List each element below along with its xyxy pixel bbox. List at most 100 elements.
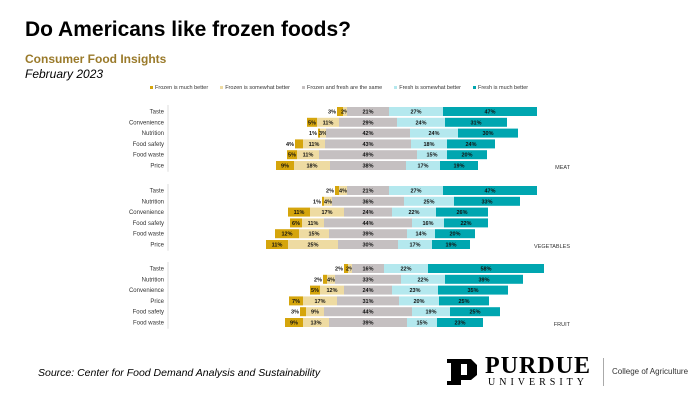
data-label: 18% bbox=[423, 142, 434, 148]
category-label: Price bbox=[150, 164, 164, 170]
bar-segment bbox=[295, 139, 303, 149]
data-label: 39% bbox=[362, 321, 373, 327]
data-label: 25% bbox=[307, 243, 318, 249]
bar-segment bbox=[352, 264, 384, 273]
bar-segment bbox=[412, 218, 444, 228]
category-label: Food waste bbox=[133, 153, 165, 159]
bar-segment bbox=[303, 296, 337, 306]
data-label: 4% bbox=[324, 199, 332, 205]
data-label: 19% bbox=[445, 243, 456, 249]
subtitle: Consumer Food Insights bbox=[25, 52, 167, 66]
bar-segment bbox=[450, 307, 500, 317]
data-label: 39% bbox=[478, 277, 489, 283]
legend-swatch bbox=[394, 86, 398, 89]
bar-segment bbox=[337, 296, 399, 306]
legend-label: Frozen is somewhat better bbox=[225, 85, 290, 91]
category-label: Convenience bbox=[129, 288, 165, 294]
bar-segment bbox=[317, 117, 339, 127]
bar-segment bbox=[320, 285, 344, 295]
category-label: Convenience bbox=[129, 120, 165, 126]
bar-segment bbox=[310, 207, 344, 217]
bar-segment bbox=[318, 128, 320, 138]
college-name: College of Agriculture bbox=[603, 357, 688, 386]
chart: Taste 3% 2% 21% 27% 47% Convenience 5% 11% 29% 24%… bbox=[129, 105, 571, 329]
data-label: 15% bbox=[416, 321, 427, 327]
data-label: 35% bbox=[467, 288, 478, 294]
data-label: 11% bbox=[294, 210, 305, 216]
data-label: 9% bbox=[311, 310, 319, 316]
bar-segment bbox=[347, 186, 389, 195]
purdue-logo: PURDUE UNIVERSITY College of Agriculture bbox=[445, 354, 688, 388]
bar-segment bbox=[303, 139, 325, 149]
bar-segment bbox=[324, 218, 412, 228]
bar-segment bbox=[289, 296, 303, 306]
bar-segment bbox=[447, 150, 487, 160]
category-label: Nutrition bbox=[142, 199, 164, 205]
legend-item: Fresh is somewhat better bbox=[394, 85, 461, 91]
bar-segment bbox=[330, 161, 406, 170]
data-label: 31% bbox=[470, 120, 481, 126]
bar-segment bbox=[443, 186, 537, 195]
bar-segment bbox=[454, 196, 520, 206]
data-label: 17% bbox=[417, 164, 428, 170]
bar-segment bbox=[276, 161, 294, 170]
data-label: 11% bbox=[309, 142, 320, 148]
page-title: Do Americans like frozen foods? bbox=[25, 18, 351, 41]
category-label: Convenience bbox=[129, 210, 165, 216]
bar-segment bbox=[344, 207, 392, 217]
category-label: Food waste bbox=[133, 232, 165, 238]
bar-segment bbox=[310, 285, 320, 295]
bar-segment bbox=[417, 150, 447, 160]
data-label: 24% bbox=[362, 210, 373, 216]
data-label: 1% bbox=[313, 199, 321, 205]
bar-segment bbox=[444, 218, 488, 228]
legend-item: Frozen is somewhat better bbox=[220, 85, 290, 91]
legend-label: Frozen and fresh are the same bbox=[307, 85, 383, 91]
bar-segment bbox=[443, 107, 537, 116]
bar-segment bbox=[288, 207, 310, 217]
bar-segment bbox=[389, 107, 443, 116]
bar-segment bbox=[437, 318, 483, 327]
bar-segment bbox=[348, 264, 352, 273]
bar-segment bbox=[339, 186, 347, 195]
data-label: 24% bbox=[362, 288, 373, 294]
bar-segment bbox=[428, 264, 544, 273]
bar-segment bbox=[438, 285, 508, 295]
bar-segment bbox=[410, 128, 458, 138]
data-label: 26% bbox=[456, 210, 467, 216]
data-label: 29% bbox=[362, 120, 373, 126]
bar-segment bbox=[329, 318, 407, 327]
data-label: 15% bbox=[308, 232, 319, 238]
panel-label: FRUIT bbox=[554, 322, 571, 328]
data-label: 2% bbox=[346, 267, 354, 273]
data-label: 23% bbox=[409, 288, 420, 294]
bar-segment bbox=[344, 264, 348, 273]
bar-segment bbox=[307, 117, 317, 127]
data-label: 4% bbox=[339, 189, 347, 195]
legend-label: Frozen is much better bbox=[155, 85, 209, 91]
legend-swatch bbox=[472, 86, 476, 89]
data-label: 11% bbox=[303, 153, 314, 159]
legend-swatch bbox=[220, 86, 224, 89]
bar-segment bbox=[285, 318, 303, 327]
data-label: 43% bbox=[362, 142, 373, 148]
legend-item: Frozen and fresh are the same bbox=[302, 85, 382, 91]
data-label: 33% bbox=[362, 277, 373, 283]
legend-item: Fresh is much better bbox=[472, 85, 528, 91]
data-label: 44% bbox=[362, 310, 373, 316]
category-label: Food safety bbox=[133, 221, 164, 227]
bar-segment bbox=[338, 240, 398, 249]
bar-segment bbox=[435, 229, 475, 239]
category-label: Food safety bbox=[133, 310, 164, 316]
data-label: 13% bbox=[310, 321, 321, 327]
bar-segment bbox=[326, 128, 410, 138]
data-label: 15% bbox=[426, 153, 437, 159]
bar-segment bbox=[445, 117, 507, 127]
data-label: 20% bbox=[449, 232, 460, 238]
data-label: 25% bbox=[469, 310, 480, 316]
legend-swatch bbox=[302, 86, 305, 89]
category-label: Price bbox=[150, 299, 164, 305]
data-label: 17% bbox=[409, 243, 420, 249]
bar-segment bbox=[294, 161, 330, 170]
legend-swatch bbox=[150, 86, 153, 89]
